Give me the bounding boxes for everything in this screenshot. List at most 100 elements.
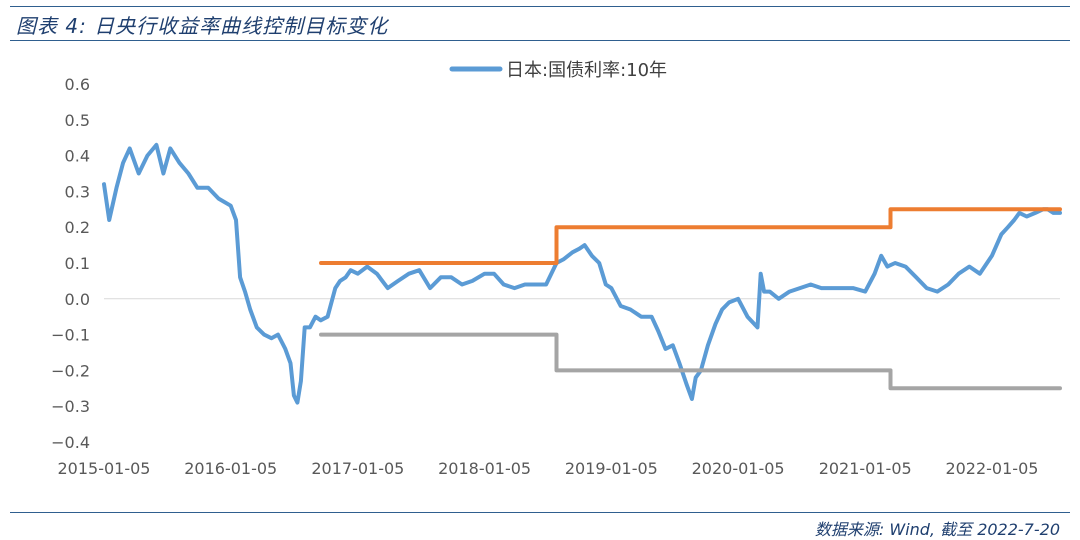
data-point [154,143,158,147]
data-point [583,243,587,247]
y-tick-label: 0.3 [65,182,90,201]
data-point [946,282,950,286]
yield-10y-line [102,142,1062,405]
data-point [365,265,369,269]
data-point [957,272,961,276]
y-tick-label: 0.2 [65,218,90,237]
data-point [161,172,165,175]
data-point [736,297,740,301]
data-point [168,146,172,150]
data-point [925,286,929,290]
data-point [248,308,252,312]
data-point [639,315,643,319]
data-point [243,290,247,294]
data-point [759,272,763,276]
data-point [137,172,141,175]
legend-label: 日本:国债利率:10年 [506,60,667,81]
data-point [841,286,845,290]
data-point [967,265,971,269]
data-point [762,290,766,294]
data-point [570,250,574,254]
data-point [195,186,199,190]
data-point [935,290,939,294]
data-point [671,343,675,347]
data-point [873,272,877,276]
data-point [386,286,390,290]
data-point [628,308,632,312]
data-point [885,265,889,269]
data-point [121,161,125,165]
data-point [777,297,781,301]
chart: 日本:国债利率:10年 0.6 0.5 0.4 0.3 0.2 0.1 0.0 −0.1 −0.… [51,60,1062,478]
data-point [470,279,474,283]
data-point [492,272,496,276]
x-tick-label: 2021-01-05 [819,459,912,478]
data-point [577,247,581,251]
x-axis-ticks: 2015-01-05 2016-01-05 2017-01-05 2018-01-05… [58,459,1039,478]
data-point [295,401,299,405]
data-point [269,336,273,340]
data-point [512,286,516,290]
data-point [999,232,1003,236]
data-point [1033,211,1037,215]
data-point [819,286,823,290]
data-point [115,186,119,190]
data-point [863,290,867,294]
series-group [102,142,1062,405]
x-tick-label: 2015-01-05 [58,459,151,478]
legend: 日本:国债利率:10年 [449,60,667,81]
y-tick-label: 0.1 [65,254,90,273]
data-point [502,282,506,286]
data-point [234,218,238,222]
data-point [292,393,296,397]
data-point [706,343,710,347]
data-point [768,290,772,294]
data-point [229,204,233,208]
data-point [177,161,181,165]
data-point [787,290,791,294]
data-point [1051,211,1055,215]
data-point [255,325,259,329]
title-bottom-rule [10,40,1070,41]
data-point [604,282,608,286]
upper-band-line [319,207,1062,265]
source-note: 数据来源: Wind, 截至 2022-7-20 [814,520,1060,539]
y-tick-label: 0.4 [65,147,90,166]
data-point [590,254,594,258]
data-point [756,325,760,329]
data-point [217,197,221,201]
data-point [690,397,694,401]
data-point [685,383,689,387]
data-point [809,282,813,286]
data-point [990,254,994,258]
data-point [798,286,802,290]
y-axis-ticks: 0.6 0.5 0.4 0.3 0.2 0.1 0.0 −0.1 −0.2 −0.3 −0.4 [51,75,90,452]
lower-band-line [319,332,1062,391]
x-tick-label: 2016-01-05 [184,459,277,478]
data-point [262,333,266,337]
data-point [313,315,317,319]
data-point [128,146,132,150]
data-point [238,275,242,279]
data-point [407,272,411,276]
data-point [830,286,834,290]
data-point [102,182,106,186]
data-point [903,265,907,269]
data-point [349,268,353,272]
data-point [303,325,307,329]
data-point [1012,218,1016,222]
data-point [439,275,443,279]
data-point [561,257,565,261]
x-tick-label: 2022-01-05 [945,459,1038,478]
y-tick-label: 0.0 [65,290,90,309]
figure-title: 图表 4: 日央行收益率曲线控制目标变化 [16,14,389,38]
data-point [978,272,982,276]
data-point [544,282,548,286]
y-tick-label: −0.2 [51,361,90,380]
data-point [449,275,453,279]
x-tick-label: 2017-01-05 [311,459,404,478]
data-point [677,361,681,365]
data-point [664,347,668,351]
data-point [534,282,538,286]
data-point [523,282,527,286]
